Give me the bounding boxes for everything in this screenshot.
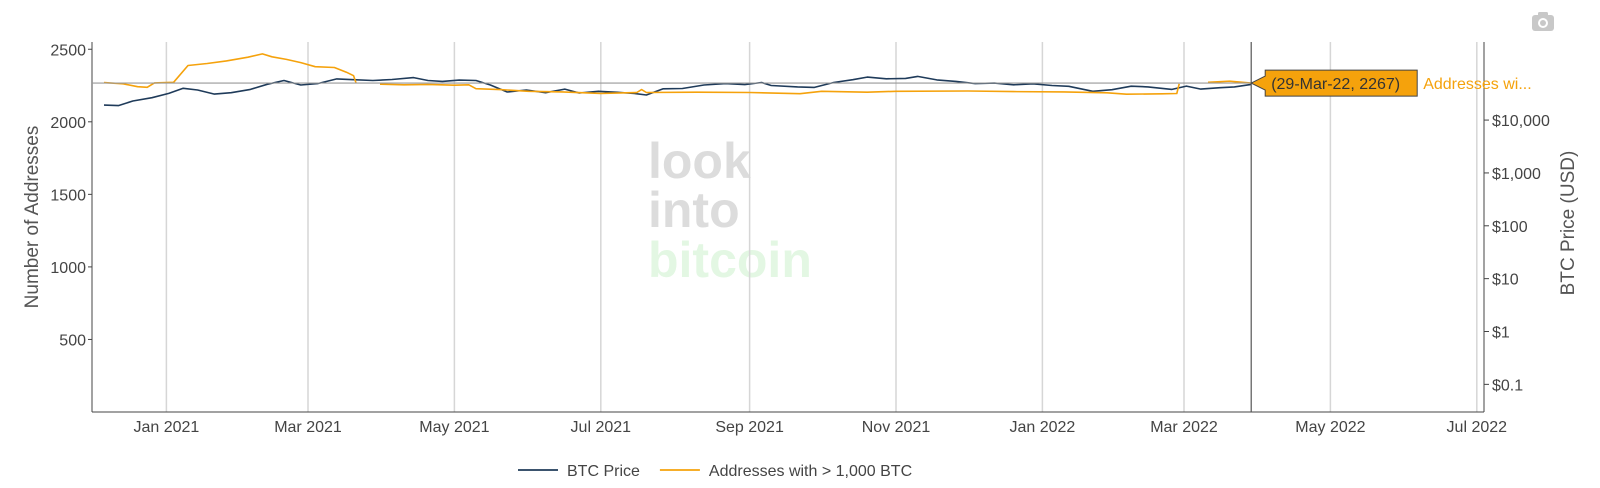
y-tick-label: 1500 xyxy=(50,187,86,204)
y-tick-label: 2500 xyxy=(50,42,86,59)
y-tick-label: 1000 xyxy=(50,260,86,277)
x-tick-label: Jul 2022 xyxy=(1447,419,1508,436)
series-line[interactable] xyxy=(103,75,1252,107)
hover-tooltip: (29-Mar-22, 2267) Addresses wi... xyxy=(92,42,1532,412)
series-line[interactable] xyxy=(379,83,1180,95)
series-line[interactable] xyxy=(103,53,357,89)
hover-label-series: Addresses wi... xyxy=(1423,76,1531,93)
y-tick-label: 500 xyxy=(59,332,86,349)
gridlines xyxy=(165,42,1478,412)
x-tick-label: Jul 2021 xyxy=(571,419,632,436)
x-tick-label: Nov 2021 xyxy=(862,419,931,436)
x-tick-label: May 2021 xyxy=(419,419,489,436)
legend-item-btc-price[interactable]: BTC Price xyxy=(518,463,640,480)
watermark-into: into xyxy=(648,182,740,238)
y2-tick-label: $1 xyxy=(1492,325,1510,342)
y2-axis-title: BTC Price (USD) xyxy=(1558,151,1579,296)
legend-item-addresses[interactable]: Addresses with > 1,000 BTC xyxy=(659,463,912,480)
x-tick-label: Sep 2021 xyxy=(715,419,784,436)
plot-area[interactable] xyxy=(103,53,1252,107)
x-tick-label: Mar 2022 xyxy=(1150,419,1218,436)
watermark-look: look xyxy=(648,133,751,189)
legend-label: BTC Price xyxy=(567,463,640,480)
y2-tick-label: $10 xyxy=(1492,272,1519,289)
legend[interactable]: BTC Price Addresses with > 1,000 BTC xyxy=(518,463,912,480)
series-btc-price[interactable] xyxy=(103,75,1252,107)
x-tick-label: May 2022 xyxy=(1295,419,1365,436)
watermark-bitcoin: bitcoin xyxy=(648,232,812,288)
legend-label: Addresses with > 1,000 BTC xyxy=(709,463,912,480)
x-tick-label: Mar 2021 xyxy=(274,419,342,436)
hover-label-box xyxy=(1250,69,1418,97)
y2-tick-label: $10,000 xyxy=(1492,113,1550,130)
y-tick-label: 2000 xyxy=(50,115,86,132)
y2-tick-label: $0.1 xyxy=(1492,377,1523,394)
y2-tick-label: $1,000 xyxy=(1492,166,1541,183)
camera-icon[interactable] xyxy=(1532,12,1554,31)
axes: Jan 2021 Mar 2021 May 2021 Jul 2021 Sep 2021… xyxy=(22,42,1579,436)
watermark: look into bitcoin xyxy=(648,133,812,288)
x-tick-label: Jan 2021 xyxy=(133,419,199,436)
y-axis-title: Number of Addresses xyxy=(22,126,43,309)
y2-tick-label: $100 xyxy=(1492,219,1528,236)
hover-label-value: (29-Mar-22, 2267) xyxy=(1271,76,1400,93)
x-tick-label: Jan 2022 xyxy=(1009,419,1075,436)
